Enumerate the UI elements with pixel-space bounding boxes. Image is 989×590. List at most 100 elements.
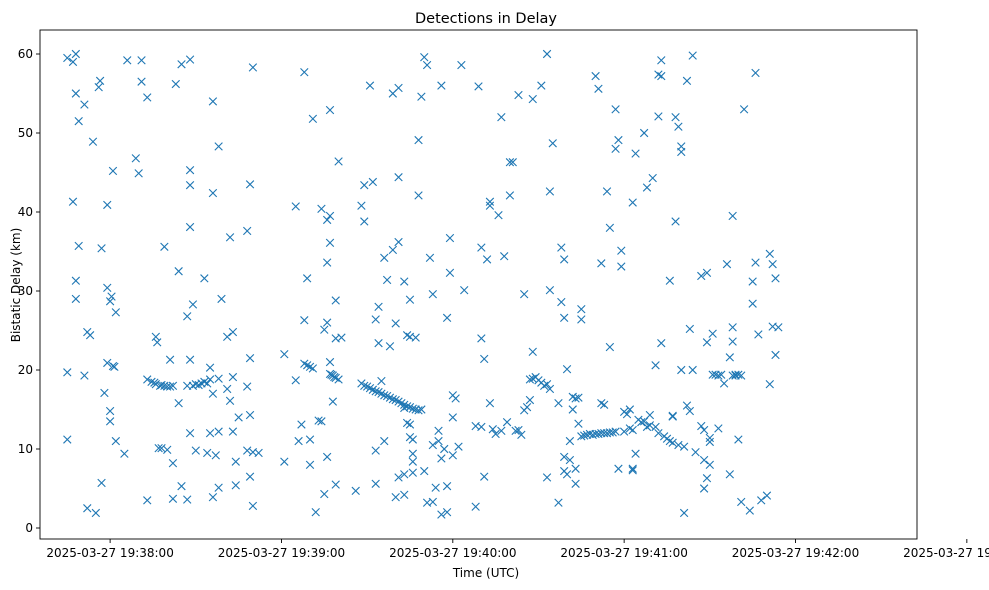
data-point xyxy=(228,427,238,436)
data-point xyxy=(374,302,383,311)
data-point xyxy=(205,429,215,438)
data-point xyxy=(168,494,178,503)
data-point xyxy=(408,468,418,477)
data-point xyxy=(334,375,343,384)
data-point xyxy=(223,384,232,394)
data-point xyxy=(577,315,586,324)
data-point xyxy=(105,417,115,426)
data-point xyxy=(380,436,389,446)
data-point xyxy=(628,425,637,435)
data-point xyxy=(768,259,777,269)
data-point xyxy=(714,371,723,380)
data-point xyxy=(605,223,615,232)
data-point xyxy=(668,411,677,421)
data-point xyxy=(163,445,172,454)
data-point xyxy=(385,342,395,351)
data-point xyxy=(243,226,252,236)
data-point xyxy=(417,405,426,414)
data-point xyxy=(428,289,438,299)
data-point xyxy=(548,139,557,148)
data-point xyxy=(325,357,335,367)
data-point xyxy=(685,324,695,334)
data-point xyxy=(394,173,403,182)
data-point xyxy=(185,355,195,364)
data-point xyxy=(205,375,215,384)
data-point xyxy=(699,425,709,435)
data-point xyxy=(697,271,706,281)
data-point xyxy=(297,420,306,429)
data-point xyxy=(388,395,398,404)
data-point xyxy=(214,374,223,383)
data-point xyxy=(691,447,700,457)
data-point xyxy=(243,446,252,455)
data-point xyxy=(291,202,300,211)
data-point xyxy=(542,473,552,482)
data-point xyxy=(300,67,309,77)
data-point xyxy=(157,444,166,453)
data-point xyxy=(562,470,572,479)
data-point xyxy=(200,274,209,283)
data-point xyxy=(505,191,515,200)
data-point xyxy=(322,318,332,327)
chart-title: Detections in Delay xyxy=(415,11,557,27)
data-point xyxy=(645,421,655,430)
data-point xyxy=(165,355,175,364)
data-point xyxy=(214,483,223,492)
data-point xyxy=(665,436,675,446)
data-point xyxy=(657,56,666,65)
data-point xyxy=(437,510,446,519)
data-point xyxy=(491,429,500,439)
data-point xyxy=(185,222,195,232)
data-point xyxy=(739,105,749,114)
data-point xyxy=(765,380,774,389)
data-point xyxy=(657,338,666,348)
data-point xyxy=(305,460,315,469)
data-point xyxy=(203,448,212,458)
data-point xyxy=(500,252,509,261)
data-point xyxy=(151,332,160,342)
data-point xyxy=(408,404,418,413)
data-point xyxy=(105,297,115,306)
data-point xyxy=(322,452,332,462)
data-point xyxy=(717,370,726,379)
data-point xyxy=(748,277,757,286)
data-point xyxy=(334,157,343,166)
data-point xyxy=(380,253,389,263)
data-point xyxy=(177,60,186,69)
data-point xyxy=(153,338,162,347)
data-point xyxy=(508,158,517,167)
data-point xyxy=(642,183,652,192)
data-point xyxy=(428,440,438,450)
data-point xyxy=(360,381,369,390)
data-point xyxy=(325,238,335,247)
data-point xyxy=(137,77,146,86)
data-point xyxy=(545,187,555,196)
data-point xyxy=(562,365,572,374)
data-point xyxy=(108,166,118,176)
data-point xyxy=(614,135,623,145)
y-tick-label: 30 xyxy=(18,284,33,298)
data-point xyxy=(628,466,637,475)
data-point xyxy=(311,508,320,517)
x-tick-label: 2025-03-27 19:43:00 xyxy=(903,546,989,560)
data-point xyxy=(371,479,380,488)
data-point xyxy=(408,435,418,444)
data-point xyxy=(380,391,389,400)
data-point xyxy=(80,371,89,380)
data-point xyxy=(517,430,526,439)
data-point xyxy=(505,158,515,167)
data-point xyxy=(705,460,715,469)
data-point xyxy=(174,267,183,276)
data-point xyxy=(657,71,666,81)
data-point xyxy=(71,89,81,98)
data-point xyxy=(511,426,520,436)
y-tick-label: 20 xyxy=(18,363,33,377)
data-point xyxy=(371,315,380,324)
data-point xyxy=(528,347,537,357)
data-point xyxy=(497,113,506,122)
data-point xyxy=(208,493,218,502)
data-point xyxy=(351,486,360,496)
data-point xyxy=(228,372,238,382)
data-point xyxy=(537,81,546,90)
data-point xyxy=(325,211,335,221)
